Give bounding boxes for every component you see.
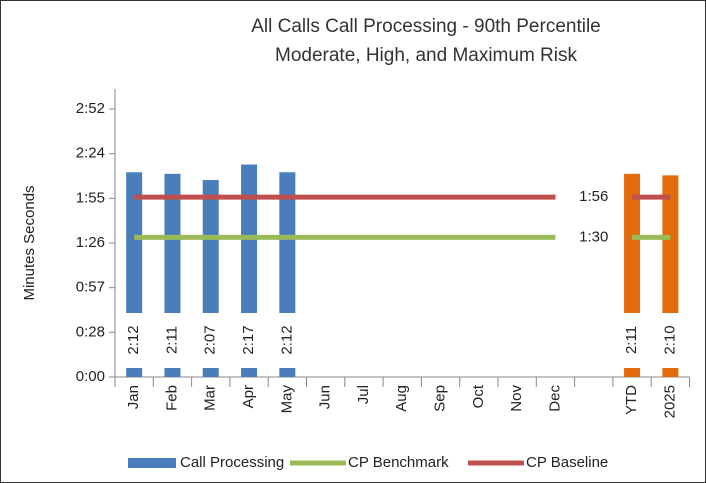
data-label-box	[277, 313, 298, 368]
data-label-box	[660, 313, 681, 368]
legend-label: CP Baseline	[526, 454, 608, 471]
legend-label: Call Processing	[180, 454, 284, 471]
x-tick-label: May	[278, 385, 295, 414]
data-label: 2:17	[240, 325, 257, 354]
y-tick-label: 0:57	[76, 279, 105, 296]
data-label-box	[573, 227, 614, 248]
data-label: 2:07	[202, 325, 219, 354]
x-tick-label: 2025	[661, 385, 678, 418]
data-label-box	[573, 187, 614, 208]
x-tick-label: Apr	[240, 385, 257, 408]
x-tick-label: Jul	[355, 385, 372, 404]
data-label: 1:56	[579, 188, 608, 205]
data-label-box	[622, 313, 643, 368]
chart-title: All Calls Call Processing - 90th Percent…	[251, 16, 601, 37]
y-tick-label: 1:26	[76, 234, 105, 251]
data-label-box	[239, 313, 260, 368]
x-tick-label: Nov	[508, 385, 525, 412]
x-tick-label: Oct	[470, 384, 487, 408]
legend-swatch	[128, 458, 176, 468]
y-tick-label: 0:00	[76, 368, 105, 385]
x-tick-label: Feb	[163, 385, 180, 411]
data-label: 2:10	[661, 325, 678, 354]
y-tick-label: 2:24	[76, 145, 105, 162]
data-label: 2:11	[163, 326, 180, 354]
data-label: 2:11	[623, 326, 640, 354]
data-label: 1:30	[579, 228, 608, 245]
x-tick-label: Mar	[202, 385, 219, 411]
x-tick-label: Jan	[125, 385, 142, 409]
legend-label: CP Benchmark	[348, 454, 449, 471]
x-tick-label: YTD	[623, 385, 640, 415]
y-tick-label: 0:28	[76, 323, 105, 340]
x-tick-label: Jun	[317, 385, 334, 409]
y-axis-title: Minutes Seconds	[21, 185, 38, 300]
chart-subtitle: Moderate, High, and Maximum Risk	[275, 45, 577, 66]
x-tick-label: Dec	[546, 385, 563, 412]
data-label: 2:12	[278, 325, 295, 354]
x-tick-label: Aug	[393, 385, 410, 412]
data-label-box	[200, 313, 221, 368]
y-tick-label: 2:52	[76, 100, 105, 117]
data-label-box	[124, 313, 145, 368]
y-tick-label: 1:55	[76, 189, 105, 206]
data-label-box	[162, 313, 183, 368]
x-tick-label: Sep	[432, 385, 449, 412]
data-label: 2:12	[125, 325, 142, 354]
